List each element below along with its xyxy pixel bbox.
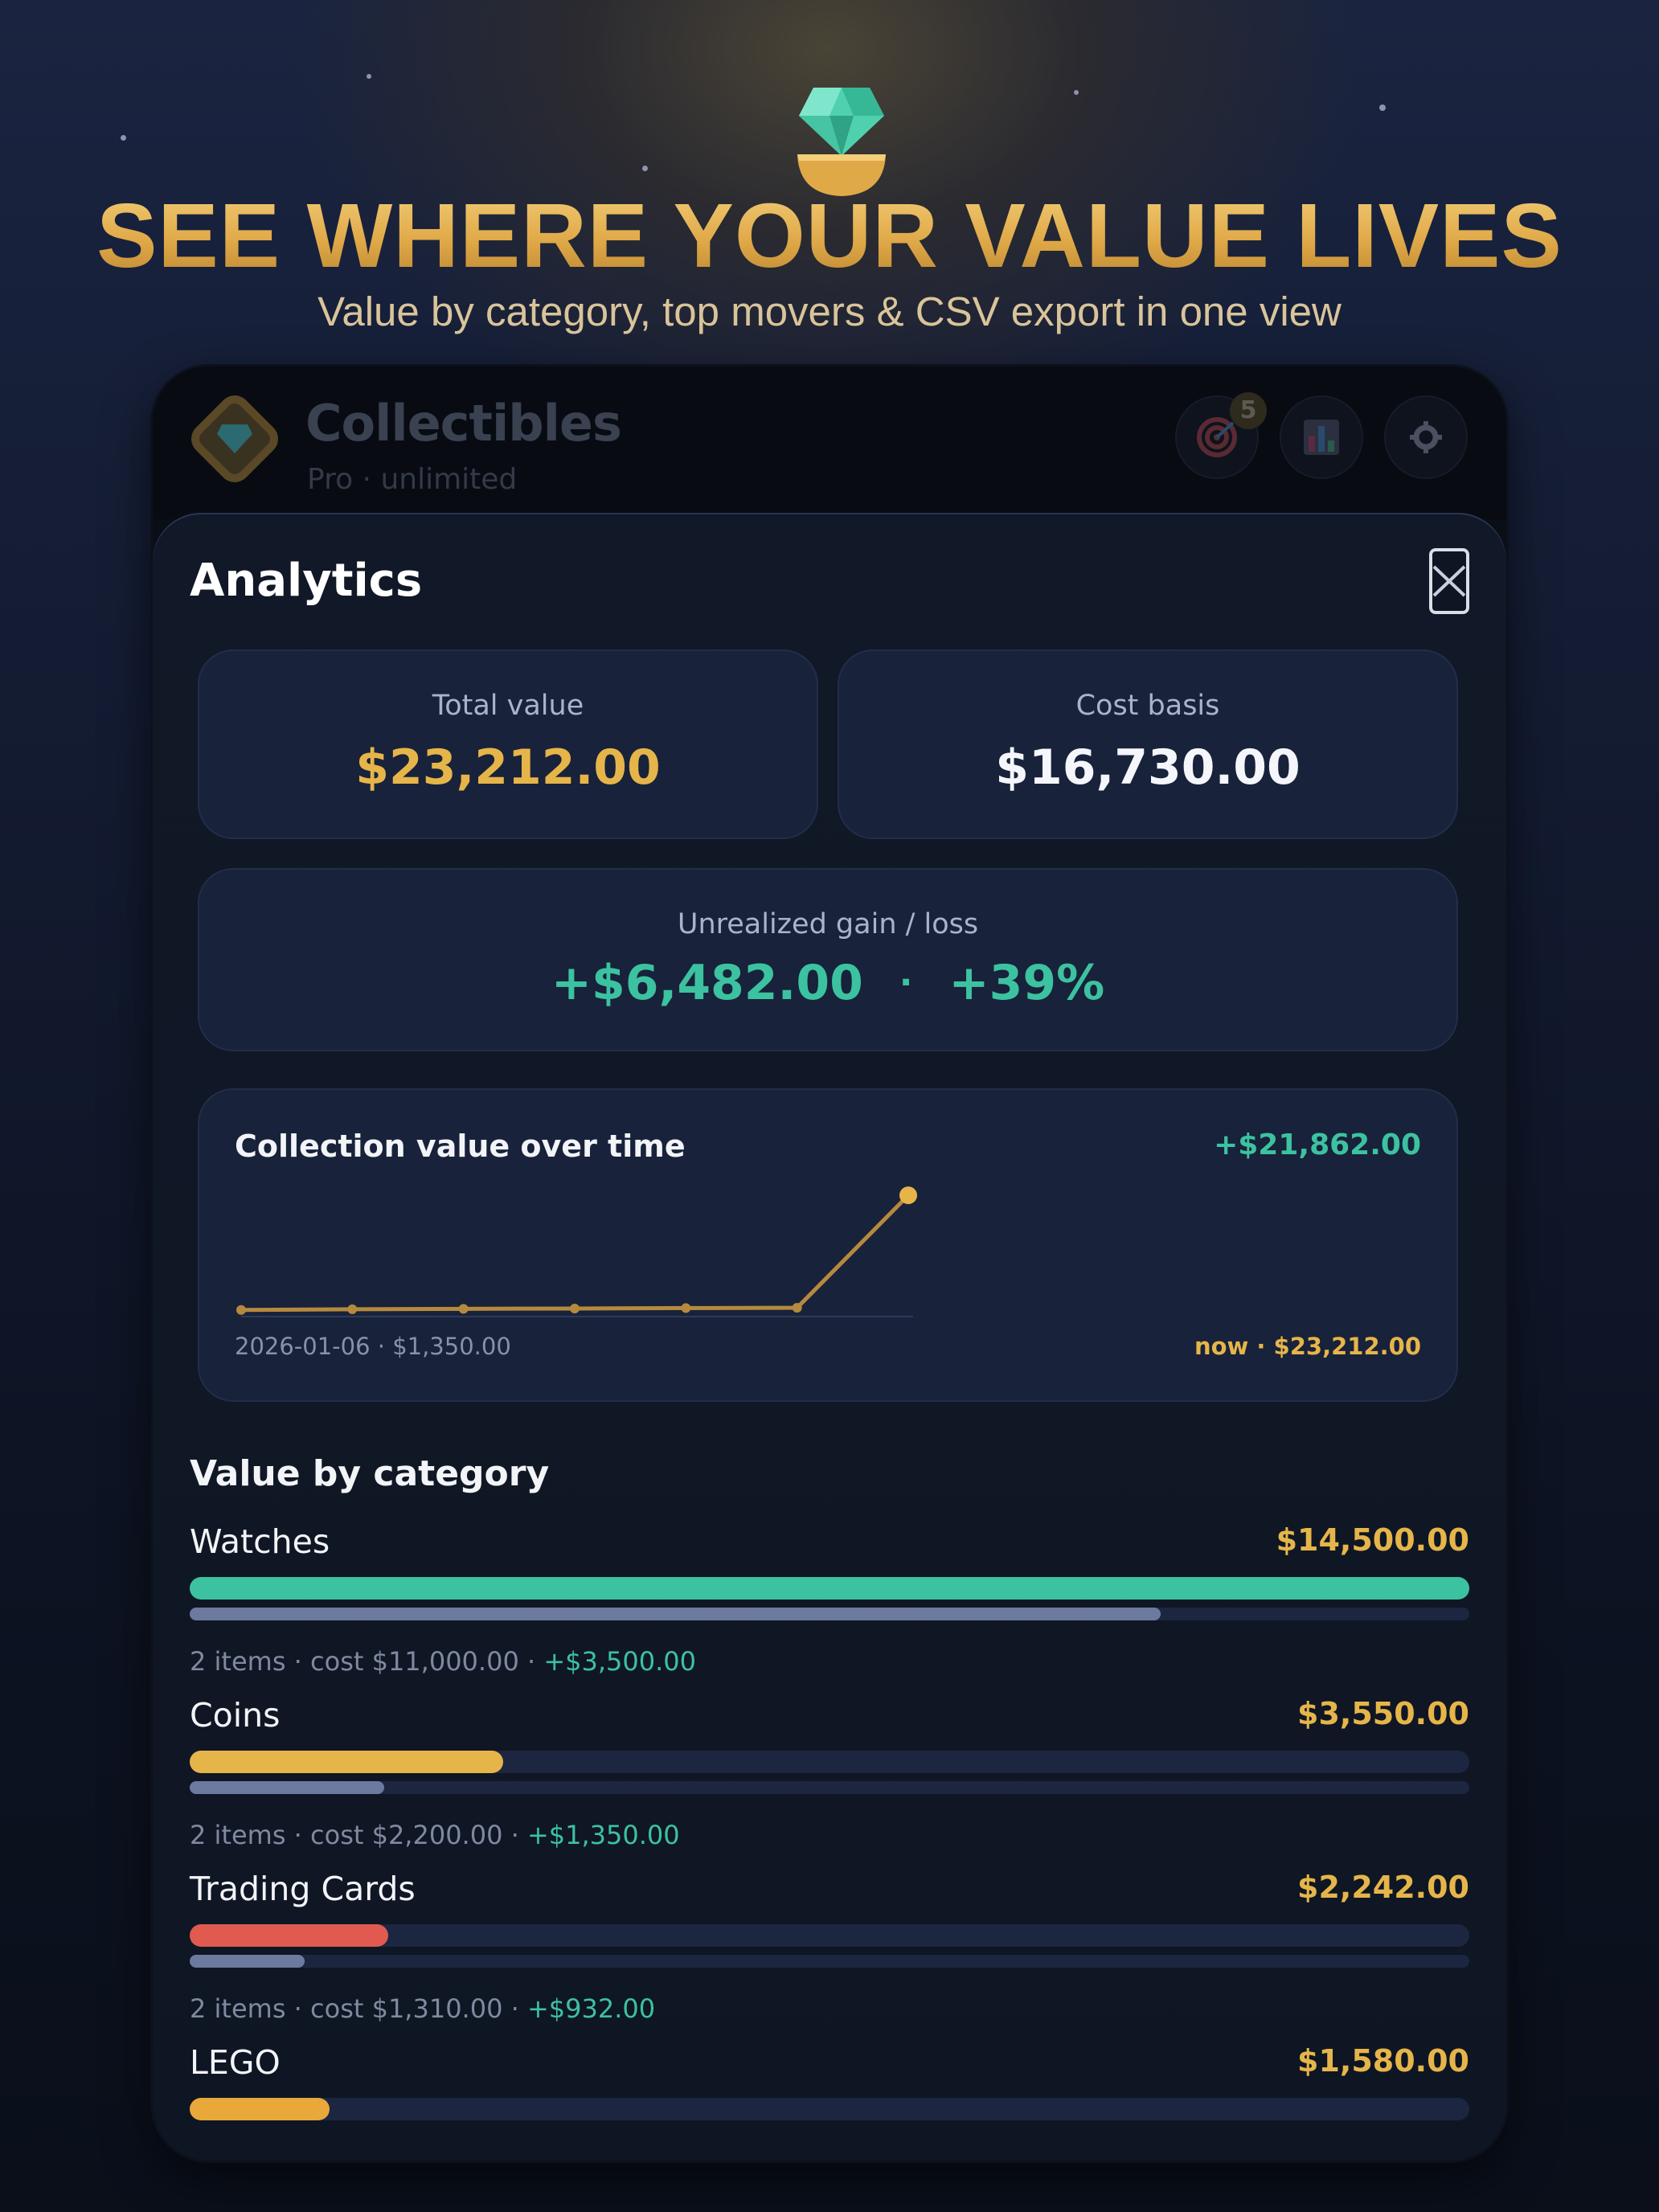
device-frame: Collectibles Pro · unlimited 5 xyxy=(153,367,1506,2161)
category-gain: +$932.00 xyxy=(526,1993,656,2024)
cost-basis-value: $16,730.00 xyxy=(995,739,1301,796)
chart-start-label: 2026-01-06 · $1,350.00 xyxy=(235,1333,511,1360)
promo-headline: SEE WHERE YOUR VALUE LIVES xyxy=(0,183,1659,288)
close-button[interactable] xyxy=(1429,548,1469,614)
category-name: LEGO xyxy=(190,2043,281,2082)
value-chart-card: Collection value over time +$21,862.00 2… xyxy=(198,1088,1458,1402)
chart-title: Collection value over time xyxy=(235,1129,686,1164)
gain-label: Unrealized gain / loss xyxy=(677,908,979,940)
app-subtitle: Pro · unlimited xyxy=(307,463,518,496)
category-items: 2 items · cost $11,000.00 · xyxy=(190,1646,544,1677)
value-bar xyxy=(190,1577,1469,1600)
star-decoration xyxy=(367,74,371,79)
data-point xyxy=(681,1303,691,1313)
category-gain: +$1,350.00 xyxy=(526,1820,680,1850)
category-row[interactable]: Coins $3,550.00 2 items · cost $2,200.00… xyxy=(190,1696,1469,1857)
category-value: $2,242.00 xyxy=(1297,1870,1469,1905)
value-bar-fill xyxy=(190,1577,1469,1600)
sheet-title: Analytics xyxy=(190,555,423,607)
gain-separator: · xyxy=(899,962,913,1003)
cost-bar xyxy=(190,1955,1469,1968)
value-bar-fill xyxy=(190,2098,330,2120)
cost-basis-label: Cost basis xyxy=(1075,690,1220,722)
category-meta: 2 items · cost $1,310.00 · +$932.00 xyxy=(190,1993,655,2024)
data-point xyxy=(347,1304,358,1314)
category-row[interactable]: Watches $14,500.00 2 items · cost $11,00… xyxy=(190,1522,1469,1683)
gain-percent: +39% xyxy=(948,955,1105,1011)
gain-amount: +$6,482.00 xyxy=(551,955,863,1011)
value-line-chart xyxy=(236,1186,917,1317)
category-value: $1,580.00 xyxy=(1297,2043,1469,2079)
analytics-button[interactable] xyxy=(1280,395,1363,479)
category-section-title: Value by category xyxy=(190,1453,550,1494)
diamond-icon xyxy=(797,88,886,196)
analytics-sheet: Analytics Total value $23,212.00 Cost ba… xyxy=(153,513,1506,2161)
category-items: 2 items · cost $1,310.00 · xyxy=(190,1993,527,2024)
value-bar-fill xyxy=(190,1751,504,1773)
gain-card: Unrealized gain / loss +$6,482.00 · +39% xyxy=(198,868,1458,1051)
category-row[interactable]: LEGO $1,580.00 xyxy=(190,2043,1469,2161)
data-point xyxy=(792,1303,802,1313)
gain-value: +$6,482.00 · +39% xyxy=(198,955,1458,1011)
cost-bar-fill xyxy=(190,1781,384,1794)
category-name: Watches xyxy=(190,1522,330,1561)
target-icon xyxy=(1197,417,1237,457)
app-header: Collectibles Pro · unlimited 5 xyxy=(153,367,1506,519)
chart-delta: +$21,862.00 xyxy=(1214,1129,1421,1161)
goals-button[interactable] xyxy=(1175,395,1259,479)
close-icon xyxy=(1432,565,1466,597)
total-value-label: Total value xyxy=(432,690,584,722)
category-meta: 2 items · cost $2,200.00 · +$1,350.00 xyxy=(190,1820,680,1850)
star-decoration xyxy=(1074,90,1079,95)
star-decoration xyxy=(121,135,126,141)
diamond-icon xyxy=(217,424,252,453)
cost-basis-card: Cost basis $16,730.00 xyxy=(838,649,1458,839)
star-decoration xyxy=(642,166,648,171)
cost-bar xyxy=(190,1781,1469,1794)
chart-end-label: now · $23,212.00 xyxy=(1194,1333,1421,1360)
category-items: 2 items · cost $2,200.00 · xyxy=(190,1820,527,1850)
category-gain: +$3,500.00 xyxy=(543,1646,696,1677)
promo-subline: Value by category, top movers & CSV expo… xyxy=(317,289,1342,334)
cost-bar-fill xyxy=(190,1955,305,1968)
value-bar-fill xyxy=(190,1924,388,1947)
value-bar xyxy=(190,2098,1469,2120)
category-name: Trading Cards xyxy=(190,1870,416,1908)
data-point xyxy=(899,1186,917,1205)
data-point xyxy=(236,1305,246,1315)
cost-bar-fill xyxy=(190,1608,1161,1620)
data-point xyxy=(458,1304,469,1314)
category-row[interactable]: Trading Cards $2,242.00 2 items · cost $… xyxy=(190,1870,1469,2030)
settings-button[interactable] xyxy=(1384,395,1468,479)
bar-chart-icon xyxy=(1304,420,1339,455)
cost-bar xyxy=(190,1608,1469,1620)
app-title: Collectibles xyxy=(305,394,622,453)
category-value: $3,550.00 xyxy=(1297,1696,1469,1731)
total-value-card: Total value $23,212.00 xyxy=(198,649,818,839)
goals-badge: 5 xyxy=(1230,392,1267,429)
star-decoration xyxy=(1379,104,1386,111)
value-bar xyxy=(190,1924,1469,1947)
data-point xyxy=(570,1303,580,1313)
value-bar xyxy=(190,1751,1469,1773)
gear-icon xyxy=(1410,421,1442,453)
series-line xyxy=(240,1194,910,1313)
category-meta: 2 items · cost $11,000.00 · +$3,500.00 xyxy=(190,1646,696,1677)
category-name: Coins xyxy=(190,1696,281,1735)
category-value: $14,500.00 xyxy=(1276,1522,1469,1558)
total-value: $23,212.00 xyxy=(355,739,661,796)
